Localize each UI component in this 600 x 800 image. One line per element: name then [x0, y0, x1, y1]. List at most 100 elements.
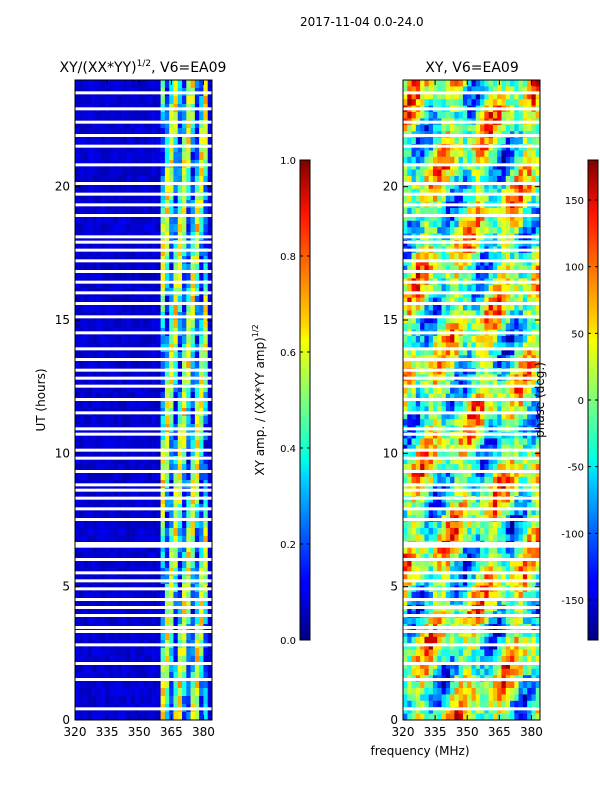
amp-cell: [104, 152, 110, 161]
phase-cell: [484, 489, 489, 497]
phase-cell: [467, 419, 472, 426]
phase-cell: [441, 342, 447, 350]
phase-cell: [480, 214, 485, 222]
phase-cell: [510, 336, 515, 343]
amp-cell: [87, 240, 93, 249]
amp-cell: [147, 592, 153, 601]
amp-cell: [113, 144, 119, 153]
amp-cell: [109, 456, 114, 465]
phase-cell: [403, 252, 408, 260]
amp-cell: [126, 368, 131, 377]
phase-cell: [467, 259, 472, 266]
phase-cell: [437, 438, 442, 446]
phase-cell: [454, 508, 459, 516]
amp-cell: [130, 544, 136, 553]
phase-cell: [467, 176, 472, 183]
phase-cell: [432, 188, 438, 196]
amp-cell: [139, 448, 144, 457]
phase-cell: [522, 380, 528, 388]
amp-cell: [173, 680, 179, 689]
phase-cell: [480, 265, 485, 273]
phase-cell: [462, 489, 468, 497]
phase-cell: [441, 470, 447, 478]
amp-cell: [87, 296, 93, 305]
phase-cell: [458, 483, 464, 490]
amp-cell: [139, 192, 144, 201]
phase-cell: [510, 80, 515, 87]
phase-cell: [501, 195, 507, 202]
amp-cell: [169, 120, 174, 129]
phase-cell: [407, 502, 412, 510]
phase-cell: [484, 227, 489, 234]
amp-cell: [160, 680, 166, 689]
amp-cell: [147, 432, 153, 441]
amp-cell: [87, 80, 93, 89]
phase-cell: [514, 304, 519, 311]
amp-cell: [160, 712, 166, 721]
phase-cell: [497, 380, 502, 388]
phase-cell: [454, 534, 459, 542]
phase-cell: [497, 214, 502, 222]
amp-cell: [117, 528, 123, 537]
amp-cell: [156, 336, 161, 345]
amp-cell: [194, 120, 200, 129]
phase-cell: [531, 393, 537, 401]
phase-cell: [505, 380, 511, 388]
amp-cell: [96, 112, 101, 121]
amp-cell: [169, 152, 174, 161]
amp-cell: [109, 128, 114, 137]
phase-cell: [424, 342, 429, 350]
phase-cell: [501, 444, 507, 452]
amp-cell: [186, 520, 191, 529]
amp-cell: [177, 680, 183, 689]
amp-cell: [147, 184, 153, 193]
phase-cell: [505, 483, 511, 490]
phase-cell: [522, 361, 528, 369]
amp-cell: [79, 528, 84, 537]
amp-cell: [113, 176, 119, 185]
amp-cell: [75, 248, 80, 257]
amp-cell: [194, 192, 200, 201]
amp-cell: [117, 648, 123, 657]
amp-cell: [177, 184, 183, 193]
amp-cell: [96, 496, 101, 505]
phase-cell: [488, 508, 494, 516]
phase-cell: [522, 521, 528, 529]
phase-cell: [475, 214, 481, 222]
phase-cell: [514, 502, 519, 510]
phase-cell: [535, 92, 541, 100]
amp-cell: [152, 592, 157, 601]
amp-cell: [79, 544, 84, 553]
phase-cell: [484, 400, 489, 407]
amp-cell: [87, 168, 93, 177]
amp-cell: [194, 320, 200, 329]
amp-cell: [182, 592, 187, 601]
amp-cell: [152, 432, 157, 441]
amp-cell: [139, 128, 144, 137]
phase-cell: [445, 169, 451, 177]
amp-cell: [182, 128, 187, 137]
phase-cell: [488, 502, 494, 510]
amp-cell: [160, 376, 166, 385]
phase-cell: [441, 464, 447, 471]
amp-cell: [126, 376, 131, 385]
amp-cell: [207, 248, 213, 257]
phase-cell: [488, 361, 494, 369]
amp-cell: [147, 456, 153, 465]
phase-cell: [420, 457, 425, 465]
amp-cell: [122, 192, 127, 201]
phase-cell: [420, 470, 425, 478]
phase-cell: [510, 489, 515, 497]
amp-cell: [139, 544, 144, 553]
amp-cell: [109, 512, 114, 521]
phase-cell: [535, 297, 541, 305]
amp-cell: [83, 560, 89, 569]
amp-cell: [207, 208, 213, 217]
amp-cell: [92, 272, 97, 281]
phase-cell: [475, 310, 481, 318]
amp-cell: [113, 216, 119, 225]
phase-cell: [424, 124, 429, 132]
phase-cell: [531, 489, 537, 497]
phase-cell: [415, 342, 421, 350]
amp-cell: [126, 552, 131, 561]
